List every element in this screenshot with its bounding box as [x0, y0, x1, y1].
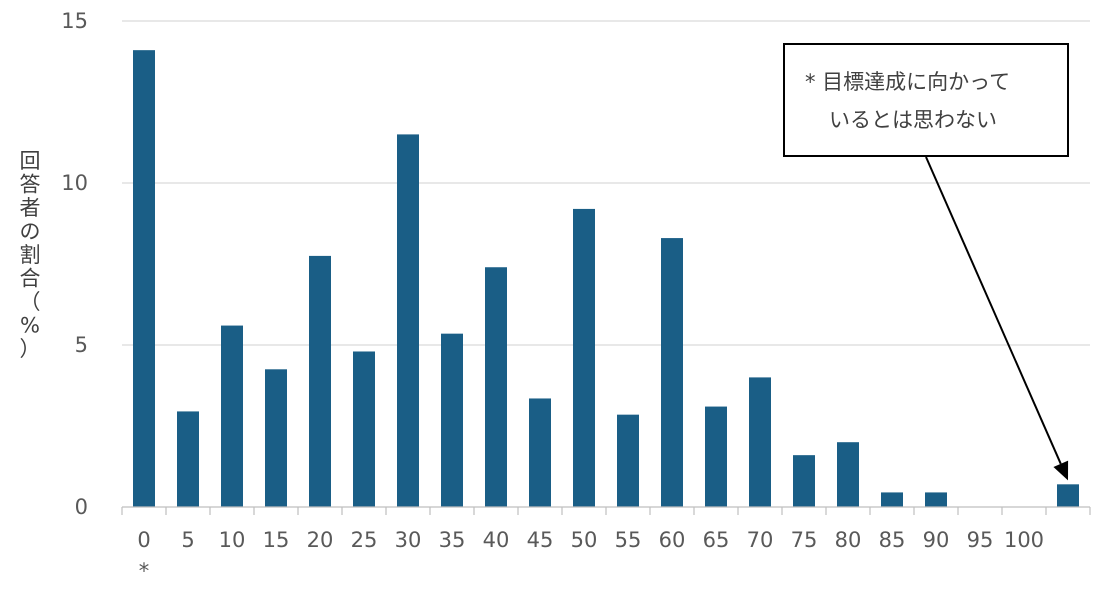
x-tick-label: 45	[527, 528, 554, 552]
bar	[705, 406, 727, 507]
y-label-char: 答	[20, 173, 41, 197]
y-axis-ticks: 0 5 10 15	[61, 9, 88, 519]
y-label-char: 者	[20, 196, 41, 220]
y-label-char: ）	[20, 337, 41, 361]
x-tick-label: 85	[879, 528, 906, 552]
bar	[925, 492, 947, 507]
bar	[441, 333, 463, 507]
x-tick-label: 0	[137, 528, 150, 552]
x-tick-sublabel: *	[139, 559, 150, 583]
bar	[617, 414, 639, 507]
arrow-head	[1053, 460, 1069, 481]
annotation-box: * 目標達成に向かって いるとは思わない	[783, 43, 1069, 157]
bar	[309, 255, 331, 507]
bars-group	[133, 50, 1079, 508]
arrow-line	[925, 156, 1062, 465]
y-label-char: 回	[20, 149, 41, 173]
y-label-char: 割	[20, 243, 41, 267]
bar	[881, 492, 903, 507]
annotation-line-2: いるとは思わない	[829, 108, 997, 132]
x-tick-label: 70	[747, 528, 774, 552]
x-tick-label: 5	[181, 528, 194, 552]
bar	[793, 455, 815, 507]
bar	[265, 369, 287, 507]
x-tick-label: 15	[263, 528, 290, 552]
x-tick-label: 95	[967, 528, 994, 552]
x-tick-label: 25	[351, 528, 378, 552]
bar	[485, 267, 507, 507]
x-tick-label: 80	[835, 528, 862, 552]
x-axis	[121, 506, 1091, 515]
x-tick-label: 35	[439, 528, 466, 552]
y-label-char: （	[20, 290, 41, 314]
annotation-arrow	[925, 156, 1069, 481]
bar	[353, 351, 375, 507]
x-tick-label: 65	[703, 528, 730, 552]
bar	[1057, 484, 1079, 507]
bar	[221, 325, 243, 507]
bar	[837, 442, 859, 507]
x-tick-label: 20	[307, 528, 334, 552]
x-tick-label: 55	[615, 528, 642, 552]
x-tick-label: 10	[219, 528, 246, 552]
x-tick-label: 30	[395, 528, 422, 552]
grid-lines	[122, 20, 1090, 346]
y-tick-label: 15	[61, 9, 88, 33]
bar	[177, 411, 199, 507]
x-tick-label: 50	[571, 528, 598, 552]
x-tick-label: 60	[659, 528, 686, 552]
bar	[133, 50, 155, 507]
x-tick-label: 100	[1004, 528, 1044, 552]
y-tick-label: 5	[75, 333, 88, 357]
x-tick-label: 75	[791, 528, 818, 552]
y-tick-label: 0	[75, 495, 88, 519]
bar	[397, 134, 419, 507]
y-label-char: %	[20, 314, 40, 338]
y-label-char: の	[20, 220, 41, 244]
bar	[749, 377, 771, 507]
bar	[573, 208, 595, 508]
y-tick-label: 10	[61, 171, 88, 195]
y-label-char: 合	[20, 267, 41, 291]
annotation-line-1: * 目標達成に向かって	[805, 70, 1011, 94]
x-axis-ticks: 0 5 10 15 20 25 30 35 40 45 50 55 60 65 70 75 80 85 90 95 10…	[137, 528, 1044, 583]
bar	[661, 238, 683, 507]
x-tick-label: 90	[923, 528, 950, 552]
x-tick-label: 40	[483, 528, 510, 552]
bar	[529, 398, 551, 507]
